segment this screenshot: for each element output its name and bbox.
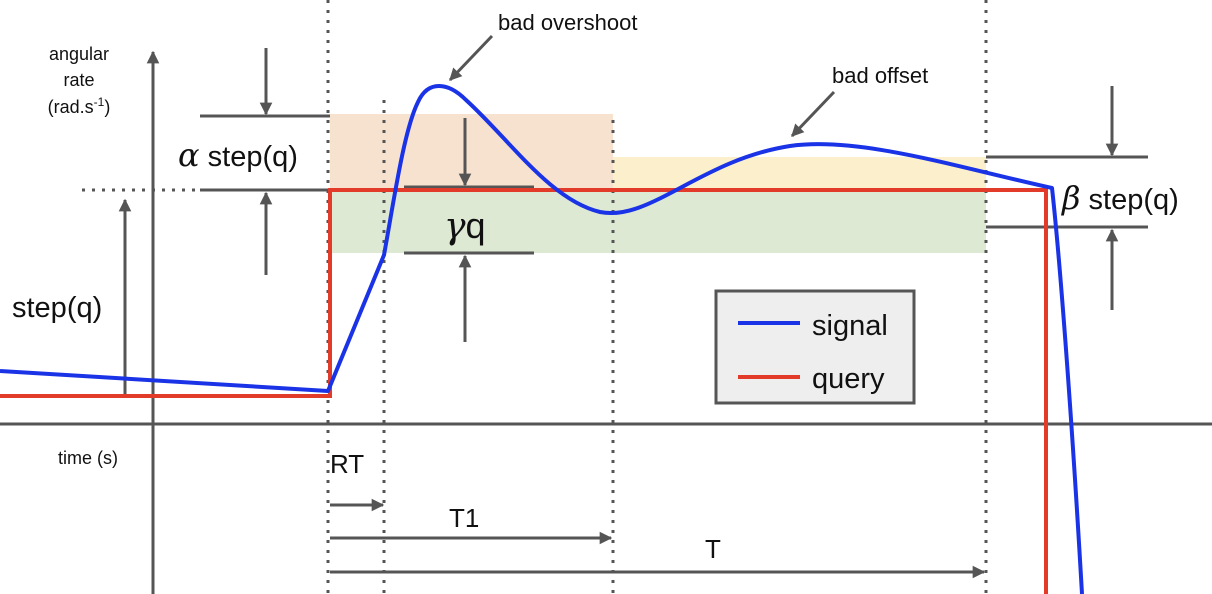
- legend-signal-label: signal: [812, 310, 888, 342]
- rt-label: RT: [330, 449, 364, 479]
- ylabel-line1: angular: [49, 44, 109, 64]
- query-curve: [0, 188, 1048, 594]
- beta-tolerance-band: [613, 157, 986, 190]
- gamma-label: γq: [444, 205, 486, 247]
- offset-callout-arrow: [790, 90, 836, 138]
- alpha-label: α step(q): [178, 136, 298, 174]
- overshoot-label: bad overshoot: [498, 10, 637, 35]
- alpha-tolerance-band: [330, 114, 613, 190]
- ylabel-line2: rate: [63, 70, 94, 90]
- ylabel-unit: (rad.s-1): [48, 95, 111, 117]
- legend-query-label: query: [812, 363, 885, 395]
- beta-label: β step(q): [1061, 179, 1179, 217]
- offset-label: bad offset: [832, 63, 928, 88]
- step-label: step(q): [12, 292, 102, 324]
- legend-box: [714, 289, 916, 405]
- t-label: T: [705, 534, 721, 564]
- signal-curve: [0, 84, 1084, 594]
- xlabel: time (s): [58, 448, 118, 468]
- t1-label: T1: [449, 503, 479, 533]
- overshoot-callout-arrow: [448, 34, 494, 82]
